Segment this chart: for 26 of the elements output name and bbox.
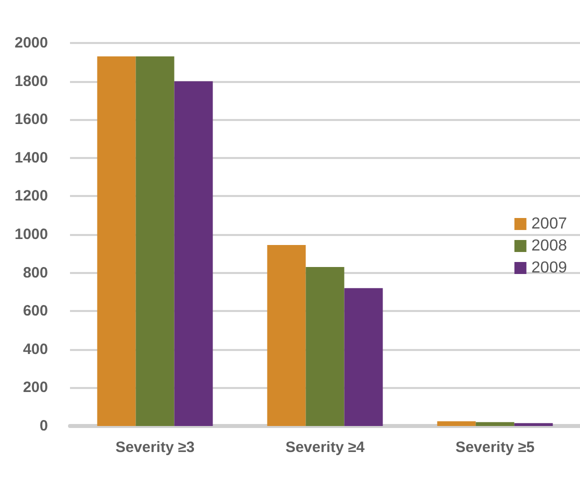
bar	[306, 267, 344, 426]
x-tick-label: Severity ≥4	[285, 439, 366, 456]
bar	[514, 423, 553, 426]
bar	[97, 56, 136, 426]
y-tick-label: 2000	[14, 34, 48, 52]
y-tick-label: 1600	[14, 111, 48, 128]
bar	[344, 288, 383, 426]
y-tick-label: 800	[22, 264, 48, 282]
legend-label: 2008	[531, 238, 568, 254]
y-tick-label: 0	[40, 418, 48, 434]
bar	[437, 421, 476, 426]
y-tick-label: 1400	[14, 149, 48, 166]
x-tick-label: Severity ≥3	[115, 439, 195, 456]
legend-label: 2007	[531, 216, 568, 232]
bar	[136, 56, 174, 426]
legend-label: 2009	[531, 260, 568, 276]
y-tick-label: 400	[22, 340, 48, 358]
bar	[174, 81, 213, 426]
y-tick-label: 1200	[14, 188, 48, 205]
bar	[267, 245, 306, 426]
bar	[476, 422, 514, 426]
y-tick-label: 1000	[14, 226, 48, 243]
x-tick-label: Severity ≥5	[455, 439, 535, 456]
y-tick-label: 200	[22, 379, 48, 396]
y-tick-label: 1800	[14, 72, 48, 90]
y-tick-label: 600	[22, 302, 48, 320]
